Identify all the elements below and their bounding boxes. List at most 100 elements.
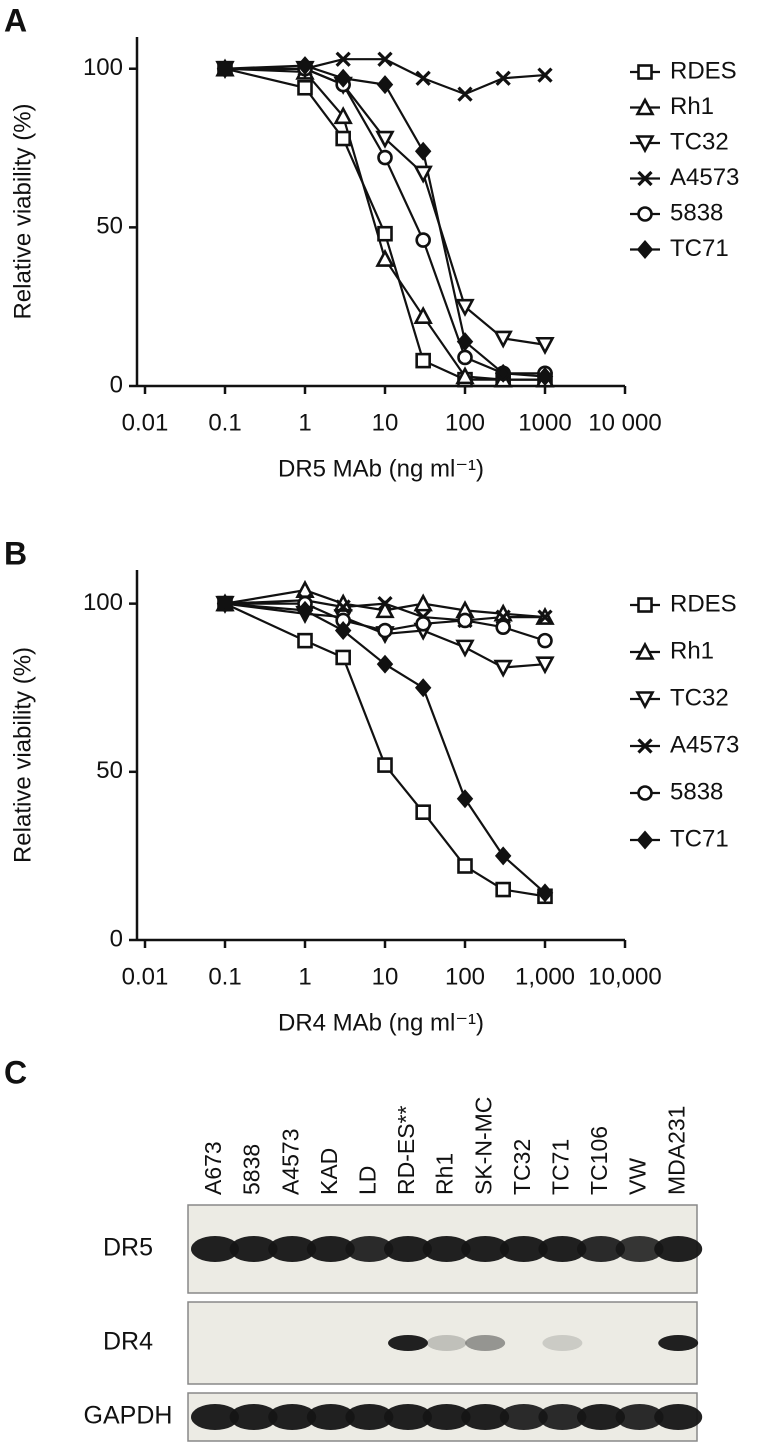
x-tick-label: 100: [445, 409, 485, 436]
series-line: [224, 602, 546, 898]
x-axis-label: DR5 MAb (ng ml⁻¹): [278, 455, 484, 482]
legend-label: 5838: [670, 199, 723, 226]
marker: [457, 858, 473, 874]
legend-label: TC71: [670, 235, 729, 262]
marker: [494, 846, 512, 866]
panel-label: C: [4, 1054, 27, 1090]
marker: [415, 804, 431, 820]
marker: [375, 248, 395, 267]
marker: [457, 86, 473, 102]
y-tick-label: 0: [110, 371, 123, 398]
marker: [495, 881, 511, 898]
marker: [413, 165, 433, 184]
marker: [413, 305, 433, 324]
row-label: GAPDH: [84, 1402, 173, 1430]
band: [542, 1335, 583, 1351]
marker: [413, 593, 433, 612]
marker: [456, 789, 474, 809]
marker: [495, 619, 511, 635]
marker: [333, 106, 353, 125]
marker: [334, 621, 352, 641]
legend-label: A4573: [670, 164, 739, 191]
marker: [297, 79, 313, 96]
marker: [335, 130, 351, 147]
band: [229, 1404, 278, 1430]
marker: [414, 141, 432, 161]
legend-label: TC32: [670, 684, 729, 711]
legend-marker: [635, 97, 655, 116]
band: [538, 1236, 587, 1262]
marker: [376, 654, 394, 674]
x-tick-label: 0.1: [208, 963, 241, 990]
band: [465, 1335, 506, 1351]
band: [191, 1404, 239, 1430]
series-line: [224, 64, 546, 378]
lane-label: VW: [625, 1158, 651, 1195]
marker: [455, 639, 475, 658]
marker: [377, 51, 393, 67]
legend-marker: [635, 641, 655, 660]
lane-label: A4573: [277, 1128, 303, 1195]
band: [345, 1236, 394, 1262]
marker: [335, 649, 351, 666]
x-tick-label: 10,000: [588, 963, 661, 990]
band: [654, 1236, 703, 1262]
legend-marker: [637, 206, 653, 222]
lane-label: Rh1: [432, 1153, 458, 1195]
band: [388, 1335, 428, 1351]
band: [306, 1404, 355, 1430]
marker: [296, 600, 314, 620]
x-tick-label: 10: [372, 963, 399, 990]
lane-label: TC71: [547, 1139, 573, 1195]
band: [499, 1404, 548, 1430]
panel-label: A: [4, 2, 27, 38]
lane-label: TC32: [509, 1139, 535, 1195]
marker: [297, 632, 313, 649]
x-tick-label: 0.01: [122, 963, 169, 990]
legend-marker: [637, 597, 653, 613]
marker: [457, 349, 473, 366]
series-line: [225, 67, 546, 346]
band: [538, 1404, 587, 1430]
x-tick-label: 100: [445, 963, 485, 990]
band: [306, 1236, 355, 1262]
blot-frame: [187, 1301, 698, 1385]
legend-marker: [637, 785, 653, 801]
marker: [535, 336, 555, 356]
marker: [375, 130, 395, 149]
marker: [377, 622, 393, 639]
marker: [216, 59, 234, 79]
x-tick-label: 10: [372, 409, 399, 436]
marker: [377, 596, 393, 612]
band: [577, 1404, 625, 1430]
marker: [376, 75, 394, 95]
legend-label: TC32: [670, 128, 729, 155]
marker: [493, 659, 513, 678]
lane-label: SK-N-MC: [470, 1097, 496, 1195]
x-tick-label: 1: [298, 963, 311, 990]
marker: [377, 225, 393, 242]
band: [268, 1236, 317, 1262]
row-label: DR5: [103, 1234, 153, 1262]
x-axis-label: DR4 MAb (ng ml⁻¹): [278, 1009, 484, 1036]
y-tick-label: 100: [83, 589, 123, 616]
row-label: DR4: [103, 1328, 153, 1356]
band: [426, 1335, 467, 1351]
legend-marker: [635, 135, 655, 154]
legend-marker: [635, 691, 655, 710]
legend-marker: [637, 64, 653, 80]
x-tick-label: 1,000: [515, 963, 575, 990]
marker: [456, 332, 474, 352]
band: [384, 1236, 432, 1262]
band: [615, 1404, 664, 1430]
marker: [335, 599, 351, 615]
marker: [493, 330, 513, 349]
series-line: [224, 602, 546, 894]
y-tick-label: 50: [96, 757, 123, 784]
marker: [334, 68, 352, 88]
lane-label: KAD: [316, 1148, 342, 1195]
y-tick-label: 50: [96, 213, 123, 240]
x-tick-label: 1000: [518, 409, 571, 436]
legend-marker: [636, 240, 654, 259]
